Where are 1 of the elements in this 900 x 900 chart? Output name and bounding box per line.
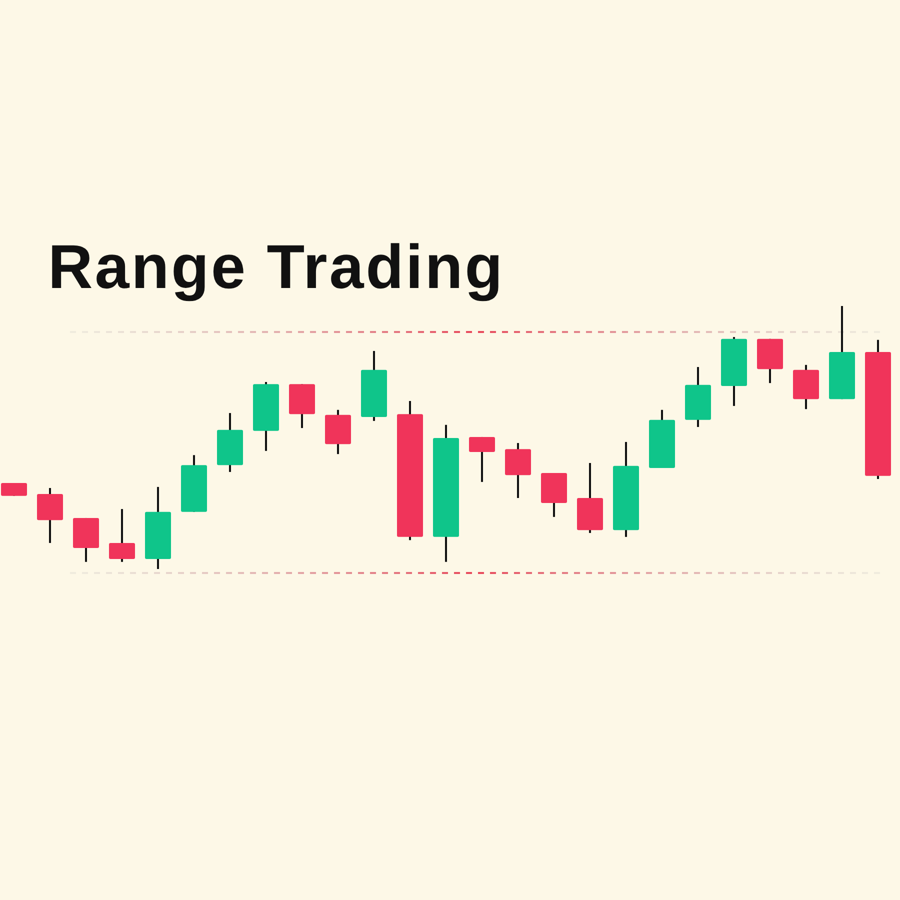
chart-title: Range Trading <box>48 233 505 302</box>
